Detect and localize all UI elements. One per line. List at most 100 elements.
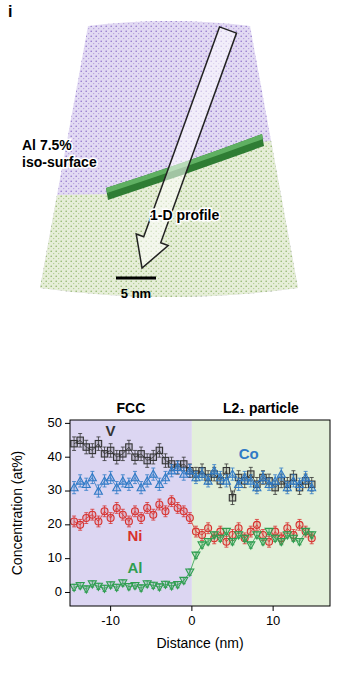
x-axis-title: Distance (nm) xyxy=(156,635,243,651)
y-tick-label: 40 xyxy=(48,449,62,464)
error-cap xyxy=(200,480,204,481)
error-cap xyxy=(145,513,149,514)
error-cap xyxy=(139,447,143,448)
error-cap xyxy=(157,509,161,510)
error-cap xyxy=(103,460,107,461)
error-cap xyxy=(231,480,235,481)
error-cap xyxy=(84,440,88,441)
error-cap xyxy=(291,470,295,471)
y-tick-label: 20 xyxy=(48,516,62,531)
error-cap xyxy=(170,464,174,465)
error-cap xyxy=(103,474,107,475)
y-axis-title: Concentration (at%) xyxy=(9,451,25,576)
error-cap xyxy=(298,530,302,531)
error-cap xyxy=(90,443,94,444)
y-tick xyxy=(65,457,70,458)
error-cap xyxy=(194,537,198,538)
error-cap xyxy=(182,516,186,517)
error-cap xyxy=(133,483,137,484)
data-point xyxy=(277,470,285,477)
error-cap xyxy=(115,450,119,451)
data-point xyxy=(119,477,127,484)
error-cap xyxy=(188,463,192,464)
error-cap xyxy=(72,526,76,527)
error-cap xyxy=(109,471,113,472)
data-point xyxy=(174,464,180,470)
error-cap xyxy=(249,474,253,475)
data-point xyxy=(88,474,96,481)
y-tick-label: 50 xyxy=(48,415,62,430)
error-cap xyxy=(267,474,271,475)
error-cap xyxy=(261,470,265,471)
iso-surface-label: iso-surface xyxy=(22,154,97,170)
data-point xyxy=(181,461,187,467)
y-tick-label: 30 xyxy=(48,482,62,497)
error-cap xyxy=(133,471,137,472)
error-cap xyxy=(133,450,137,451)
data-point xyxy=(216,474,224,481)
data-point xyxy=(241,474,249,481)
error-cap xyxy=(157,443,161,444)
data-point xyxy=(150,511,157,518)
error-cap xyxy=(231,491,235,492)
error-cap xyxy=(170,506,174,507)
error-cap xyxy=(151,520,155,521)
error-cap xyxy=(200,529,204,530)
error-cap xyxy=(182,505,186,506)
error-cap xyxy=(109,512,113,513)
data-point xyxy=(162,474,170,481)
error-cap xyxy=(218,483,222,484)
error-cap xyxy=(182,480,186,481)
series-V xyxy=(71,434,315,505)
data-point xyxy=(289,477,297,484)
y-tick-label: 10 xyxy=(48,550,62,565)
data-point xyxy=(137,585,145,592)
data-point xyxy=(235,480,243,487)
data-point xyxy=(149,470,157,477)
error-cap xyxy=(188,512,192,513)
data-point xyxy=(198,542,206,549)
error-cap xyxy=(163,483,167,484)
error-cap xyxy=(261,471,265,472)
error-cap xyxy=(133,505,137,506)
data-point xyxy=(162,457,168,463)
error-cap xyxy=(267,490,271,491)
error-cap xyxy=(188,476,192,477)
y-tick xyxy=(65,423,70,424)
error-cap xyxy=(212,543,216,544)
error-cap xyxy=(163,453,167,454)
error-cap xyxy=(310,477,314,478)
data-point xyxy=(125,480,133,487)
data-point xyxy=(113,584,121,591)
error-cap xyxy=(255,530,259,531)
error-cap xyxy=(109,443,113,444)
plot-frame xyxy=(70,420,330,606)
data-point xyxy=(229,470,237,477)
error-cap xyxy=(157,457,161,458)
error-cap xyxy=(90,509,94,510)
error-cap xyxy=(103,486,107,487)
error-cap xyxy=(285,493,289,494)
error-cap xyxy=(182,457,186,458)
data-point xyxy=(271,477,279,484)
x-tick xyxy=(191,606,192,611)
series-label: V xyxy=(106,422,116,439)
error-cap xyxy=(310,493,314,494)
error-cap xyxy=(121,447,125,448)
x-tick-label: 10 xyxy=(266,613,280,628)
data-point xyxy=(144,457,150,463)
error-cap xyxy=(163,471,167,472)
data-point xyxy=(70,584,78,591)
data-point xyxy=(247,477,255,484)
data-point xyxy=(155,584,163,591)
x-tick xyxy=(273,606,274,611)
series-label: Ni xyxy=(128,527,143,544)
y-tick xyxy=(65,558,70,559)
data-point xyxy=(77,437,83,443)
error-cap xyxy=(78,486,82,487)
data-point xyxy=(107,474,115,481)
data-point xyxy=(156,447,162,453)
error-cap xyxy=(151,509,155,510)
scale-bar-label: 5 nm xyxy=(121,286,151,301)
error-cap xyxy=(188,523,192,524)
